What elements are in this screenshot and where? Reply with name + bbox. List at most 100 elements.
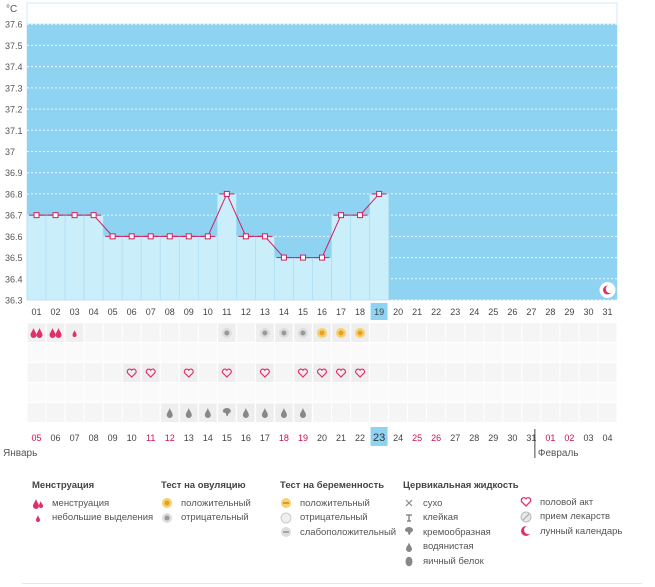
- symptom-row: [27, 383, 617, 402]
- legend-sex-item: половой акт: [520, 495, 622, 510]
- heart-icon: [297, 368, 308, 378]
- temperature-bar: [140, 236, 161, 301]
- y-tick-label: 37.3: [5, 83, 23, 93]
- egg-white-icon: [403, 555, 415, 567]
- calendar-date-label: 22: [355, 433, 365, 443]
- heart-icon: [355, 368, 366, 378]
- cycle-day-label: 15: [298, 307, 308, 317]
- cycle-day-label: 06: [127, 307, 137, 317]
- legend-ovulation: Тест на овуляцию положительный отрицател…: [161, 480, 251, 525]
- temperature-bar: [159, 236, 180, 301]
- heart-icon: [336, 368, 347, 378]
- y-tick-label: 37.4: [5, 62, 23, 72]
- cycle-day-label: 14: [279, 307, 289, 317]
- y-tick-label: 36.7: [5, 211, 23, 221]
- watery-icon: [242, 408, 249, 419]
- cycle-day-label: 30: [583, 307, 593, 317]
- temperature-bar: [369, 193, 389, 301]
- cycle-day-label: 31: [602, 307, 612, 317]
- watery-icon: [204, 408, 211, 419]
- menstruation-icon: [49, 328, 56, 338]
- creamy-icon: [403, 526, 415, 538]
- heart-icon: [520, 496, 532, 508]
- watery-icon: [261, 408, 268, 419]
- temperature-bar: [102, 236, 123, 301]
- legend-pregnancy-negative: отрицательный: [280, 511, 396, 526]
- temperature-bar: [312, 257, 332, 301]
- dry-icon: [403, 497, 415, 509]
- temperature-bar: [178, 236, 199, 301]
- calendar-date-label: 31: [526, 433, 536, 443]
- today-day-highlight: [370, 303, 388, 320]
- month-label-next: Февраль: [538, 448, 579, 459]
- cell-bg: [313, 364, 331, 382]
- legend-spotting-item: небольшие выделения: [32, 511, 153, 526]
- symptom-row: [27, 343, 617, 362]
- temperature-bar: [197, 236, 218, 301]
- legend-fluid-eggwhite: яичный белок: [403, 554, 519, 569]
- y-tick-label: 37: [5, 147, 15, 157]
- calendar-date-label: 02: [564, 433, 574, 443]
- month-label-current: Январь: [3, 448, 37, 459]
- menstruation-icon: [32, 497, 44, 510]
- ovulation-negative-core: [300, 330, 306, 336]
- temperature-point: [33, 212, 40, 219]
- temperature-bar: [45, 214, 66, 301]
- cycle-day-label: 07: [146, 307, 156, 317]
- cycle-day-label: 13: [260, 307, 270, 317]
- spotting-icon: [32, 512, 44, 524]
- cycle-day-label: 21: [412, 307, 422, 317]
- y-tick-label: 37.2: [5, 105, 23, 115]
- sticky-icon: [403, 512, 415, 524]
- calendar-date-label: 23: [373, 432, 385, 444]
- ovulation-negative-core: [281, 330, 287, 336]
- cycle-day-label: 08: [165, 307, 175, 317]
- y-tick-label: 36.5: [5, 253, 23, 263]
- watery-icon: [403, 541, 415, 553]
- heart-icon: [145, 368, 156, 378]
- temperature-point: [128, 233, 135, 240]
- calendar-date-label: 27: [450, 433, 460, 443]
- calendar-date-label: 26: [431, 433, 441, 443]
- legend-fluid-creamy: кремообразная: [403, 525, 519, 540]
- legend-pregnancy-title: Тест на беременность: [280, 480, 385, 491]
- calendar-date-label: 06: [51, 433, 61, 443]
- cell-bg: [351, 364, 369, 382]
- ovulation-positive-core: [357, 330, 363, 336]
- creamy-icon: [222, 408, 231, 416]
- ovulation-negative-core: [262, 330, 268, 336]
- temperature-bar: [26, 214, 47, 301]
- heart-icon: [183, 368, 194, 378]
- cycle-day-label: 04: [89, 307, 99, 317]
- cycle-day-label: 23: [450, 307, 460, 317]
- heart-icon: [259, 368, 270, 378]
- calendar-date-label: 30: [507, 433, 517, 443]
- cell-bg: [332, 364, 350, 382]
- legend-pregnancy-positive: положительный: [280, 496, 396, 511]
- legend-menstruation-title: Менструация: [32, 480, 95, 491]
- cycle-day-label: 27: [526, 307, 536, 317]
- calendar-date-label: 12: [165, 433, 175, 443]
- temperature-point: [357, 212, 364, 219]
- y-unit-label: °C: [6, 4, 17, 15]
- cycle-day-label: 09: [184, 307, 194, 317]
- cell-bg: [256, 364, 274, 382]
- cycle-day-label: 19: [374, 307, 384, 317]
- y-tick-label: 36.6: [5, 232, 23, 242]
- cycle-day-label: 01: [32, 307, 42, 317]
- symptom-row: [27, 403, 617, 422]
- temperature-point: [52, 212, 59, 219]
- pregnancy-negative-icon: [280, 512, 292, 524]
- calendar-date-label: 28: [469, 433, 479, 443]
- menstruation-icon: [30, 328, 37, 338]
- calendar-date-label: 16: [241, 433, 251, 443]
- temperature-bar: [274, 257, 294, 301]
- pill-icon: [520, 511, 532, 523]
- moon-icon-cut: [605, 285, 614, 293]
- cycle-day-label: 25: [488, 307, 498, 317]
- y-tick-label: 36.8: [5, 189, 23, 199]
- temperature-point: [261, 233, 268, 240]
- calendar-date-label: 03: [583, 433, 593, 443]
- legend-fluid-watery: водянистая: [403, 540, 519, 555]
- temperature-point: [338, 212, 345, 219]
